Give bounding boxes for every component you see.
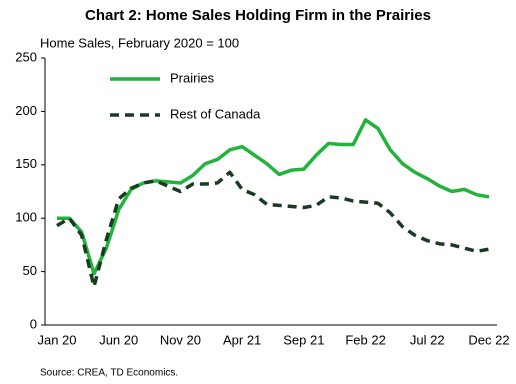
source: Source: CREA, TD Economics. [40, 368, 178, 379]
legend-label: Rest of Canada [170, 106, 261, 121]
x-tick-label: Dec 22 [468, 332, 509, 347]
x-tick-label: Nov 20 [160, 332, 201, 347]
x-tick-label: Feb 22 [345, 332, 385, 347]
x-tick-label: Sep 21 [283, 332, 324, 347]
legend-label: Prairies [170, 70, 215, 85]
subtitle: Home Sales, February 2020 = 100 [40, 35, 239, 50]
series-line [57, 118, 490, 276]
x-tick-label: Apr 21 [223, 332, 261, 347]
x-tick-label: Jul 22 [410, 332, 445, 347]
series-line [56, 170, 490, 289]
y-tick-label: 100 [15, 210, 37, 225]
chart-title: Chart 2: Home Sales Holding Firm in the … [85, 7, 431, 24]
y-tick-label: 250 [15, 49, 37, 64]
y-tick-label: 200 [15, 103, 37, 118]
x-tick-label: Jan 20 [37, 332, 76, 347]
y-tick-label: 0 [30, 316, 37, 331]
y-tick-label: 50 [23, 263, 37, 278]
y-tick-label: 150 [15, 156, 37, 171]
x-tick-label: Jun 20 [99, 332, 138, 347]
